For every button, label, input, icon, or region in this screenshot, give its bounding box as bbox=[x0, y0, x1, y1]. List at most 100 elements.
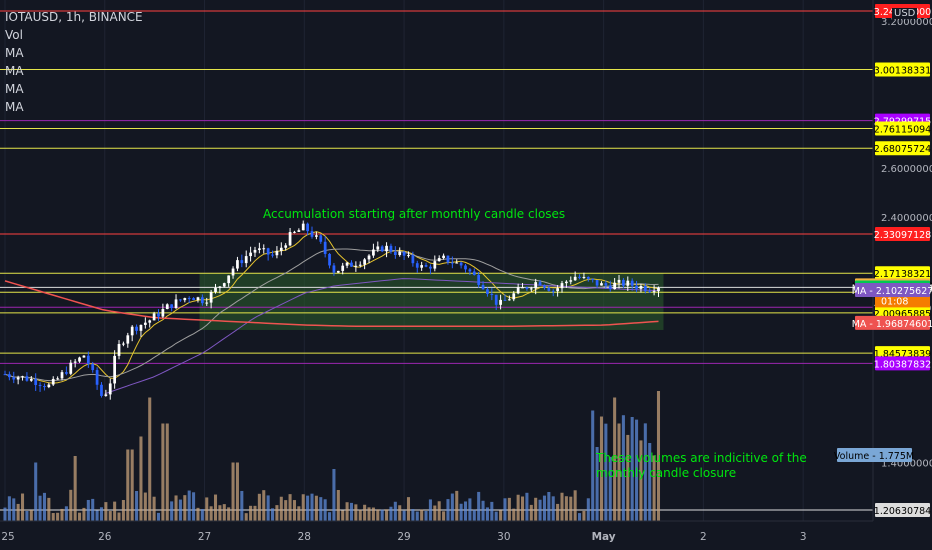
candle-body bbox=[543, 285, 546, 288]
candle-body bbox=[622, 279, 625, 286]
candle-body bbox=[183, 298, 187, 301]
candle-body bbox=[244, 256, 248, 264]
volume-annotation-line-2: monthly candle closure bbox=[596, 466, 737, 480]
price-level-tag-text: 2.68075724 bbox=[874, 144, 931, 155]
candle-body bbox=[586, 276, 590, 279]
candle-body bbox=[91, 363, 95, 371]
price-level-tag-background bbox=[875, 121, 930, 136]
volume-bar bbox=[376, 509, 380, 521]
volume-bar bbox=[292, 500, 296, 521]
volume-bar bbox=[135, 490, 139, 521]
x-tick-label: 2 bbox=[700, 531, 707, 543]
volume-bar bbox=[490, 501, 494, 521]
candle-body bbox=[393, 251, 397, 255]
candle-body bbox=[385, 245, 388, 252]
candle-body bbox=[271, 254, 274, 256]
legend-ma-2[interactable]: MA bbox=[5, 64, 24, 78]
volume-bar bbox=[415, 511, 419, 521]
price-level-tag-text: 1.80387832 bbox=[874, 359, 931, 370]
candle-body bbox=[165, 304, 169, 310]
legend-ma-4[interactable]: MA bbox=[5, 100, 24, 114]
price-level-tag-background bbox=[875, 62, 930, 77]
volume-bar bbox=[652, 455, 656, 521]
volume-bar bbox=[262, 490, 266, 521]
volume-bar bbox=[165, 423, 169, 521]
volume-bar bbox=[433, 505, 437, 521]
volume-bar bbox=[534, 497, 538, 521]
volume-bar bbox=[446, 499, 450, 521]
candle-body bbox=[551, 290, 555, 292]
volume-bar bbox=[437, 501, 441, 521]
volume-bar bbox=[91, 498, 95, 521]
candle-body bbox=[130, 326, 134, 336]
candle-body bbox=[630, 280, 634, 286]
candle-body bbox=[521, 287, 524, 289]
candle-body bbox=[200, 297, 204, 304]
candle-body bbox=[424, 265, 428, 267]
candle-body bbox=[95, 370, 99, 385]
horizontal-levels bbox=[0, 10, 873, 511]
candle-body bbox=[222, 283, 226, 287]
legend-ma-1[interactable]: MA bbox=[5, 46, 24, 60]
candle-body bbox=[643, 285, 647, 292]
volume-bar bbox=[3, 507, 7, 521]
candle-body bbox=[297, 230, 301, 232]
candle-body bbox=[143, 322, 147, 325]
candle-body bbox=[372, 249, 375, 256]
candle-body bbox=[328, 253, 331, 266]
volume-bar bbox=[192, 492, 196, 521]
candle-body bbox=[657, 287, 660, 292]
volume-bar bbox=[130, 449, 134, 521]
candle-body bbox=[82, 355, 86, 358]
candle-body bbox=[29, 379, 33, 381]
price-level-tag: 1.80387832 bbox=[874, 356, 931, 371]
ma-value-tag: MA - 2.10275627 bbox=[852, 283, 932, 298]
candle-body bbox=[380, 246, 384, 252]
currency-label[interactable]: USD bbox=[892, 8, 918, 19]
volume-bar bbox=[231, 462, 235, 521]
volume-bar bbox=[472, 509, 476, 521]
volume-bar bbox=[183, 495, 187, 521]
candle-body bbox=[429, 266, 432, 269]
volume-bar bbox=[288, 494, 292, 521]
volume-bar bbox=[56, 512, 60, 521]
candle-body bbox=[104, 394, 108, 396]
candle-body bbox=[415, 263, 419, 268]
candle-body bbox=[170, 304, 174, 309]
candle-body bbox=[65, 372, 68, 374]
candle-body bbox=[187, 298, 191, 300]
price-level-tag: 2.17138321 bbox=[874, 266, 931, 281]
volume-bar bbox=[542, 495, 546, 521]
candle-body bbox=[507, 299, 511, 301]
volume-bar bbox=[648, 443, 652, 521]
y-tick-label: 3.20000000 bbox=[881, 17, 932, 28]
legend-volume[interactable]: Vol bbox=[5, 28, 23, 42]
legend-ma-3[interactable]: MA bbox=[5, 82, 24, 96]
grid-lines bbox=[4, 0, 804, 521]
candle-body bbox=[152, 313, 156, 321]
candle-body bbox=[231, 268, 235, 276]
volume-tag-text: Volume - 1.775M bbox=[834, 451, 914, 462]
volume-bar bbox=[235, 462, 239, 521]
candle-body bbox=[69, 362, 73, 374]
symbol-label[interactable]: IOTAUSD, 1h, BINANCE bbox=[5, 10, 143, 24]
candle-body bbox=[481, 284, 485, 290]
candle-body bbox=[446, 255, 450, 263]
candle-body bbox=[407, 255, 410, 257]
volume-bar bbox=[643, 423, 647, 521]
volume-bar bbox=[516, 494, 520, 521]
volume-bar bbox=[573, 490, 577, 521]
volume-bar bbox=[595, 447, 599, 521]
volume-bar bbox=[402, 510, 406, 521]
candle-body bbox=[652, 291, 656, 293]
volume-bar bbox=[306, 495, 310, 521]
volume-bar bbox=[512, 508, 516, 521]
x-tick-label: 30 bbox=[497, 531, 510, 543]
volume-bar bbox=[266, 495, 270, 521]
candle-body bbox=[464, 265, 467, 270]
volume-bar bbox=[319, 497, 323, 521]
volume-bar bbox=[411, 509, 415, 521]
candle-body bbox=[433, 261, 437, 269]
volume-bar bbox=[121, 500, 125, 521]
